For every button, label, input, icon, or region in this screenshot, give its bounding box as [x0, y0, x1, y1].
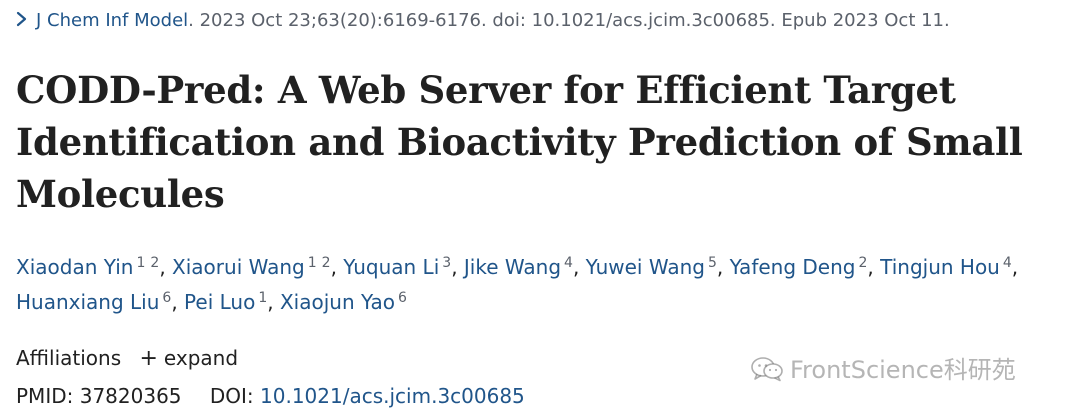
affiliation-ref[interactable]: 2: [150, 255, 160, 271]
author-link[interactable]: Yafeng Deng: [729, 255, 856, 279]
author-link[interactable]: Xiaojun Yao: [279, 290, 395, 314]
watermark: FrontScience科研苑: [750, 352, 1016, 388]
author-entry: Xiaorui Wang 1 2,: [172, 255, 337, 279]
author-affiliation-refs: 4: [1003, 255, 1012, 271]
author-link[interactable]: Pei Luo: [184, 290, 256, 314]
affiliations-label: Affiliations: [16, 346, 122, 370]
chevron-right-icon[interactable]: [16, 9, 28, 27]
author-affiliation-refs: 3: [442, 255, 451, 271]
author-affiliation-refs: 5: [708, 255, 717, 271]
author-affiliation-refs: 2: [858, 255, 867, 271]
pmid-value: 37820365: [79, 384, 182, 408]
author-entry: Yuwei Wang 5,: [585, 255, 724, 279]
author-link[interactable]: Huanxiang Liu: [16, 290, 160, 314]
plus-icon: +: [139, 346, 158, 371]
affiliation-ref[interactable]: 1: [258, 290, 268, 306]
pmid-label: PMID:: [16, 384, 74, 408]
author-affiliation-refs: 4: [564, 255, 573, 271]
author-entry: Xiaojun Yao 6: [280, 290, 407, 314]
citation-line: J Chem Inf Model. 2023 Oct 23;63(20):616…: [16, 8, 950, 34]
affiliation-ref[interactable]: 2: [858, 255, 868, 271]
identifiers-row: PMID: 37820365 DOI: 10.1021/acs.jcim.3c0…: [16, 382, 525, 410]
affiliation-ref[interactable]: 4: [1002, 255, 1012, 271]
wechat-icon: [750, 356, 784, 382]
author-entry: Huanxiang Liu 6,: [16, 290, 178, 314]
author-link[interactable]: Yuquan Li: [343, 255, 440, 279]
author-affiliation-refs: 6: [398, 290, 407, 306]
affiliations-row: Affiliations + expand: [16, 344, 238, 373]
author-entry: Jike Wang 4,: [463, 255, 580, 279]
affiliation-ref[interactable]: 3: [442, 255, 452, 271]
author-list: Xiaodan Yin 1 2, Xiaorui Wang 1 2, Yuquan Li…: [16, 250, 1066, 320]
expand-label: expand: [163, 346, 239, 370]
author-link[interactable]: Xiaorui Wang: [172, 255, 305, 279]
author-entry: Yuquan Li 3,: [343, 255, 458, 279]
author-link[interactable]: Yuwei Wang: [585, 255, 705, 279]
watermark-text: FrontScience科研苑: [790, 356, 1016, 384]
citation-details: . 2023 Oct 23;63(20):6169-6176. doi: 10.…: [188, 10, 950, 31]
author-entry: Tingjun Hou 4,: [880, 255, 1019, 279]
doi-label: DOI:: [209, 384, 254, 408]
affiliation-ref[interactable]: 1: [136, 255, 146, 271]
author-link[interactable]: Tingjun Hou: [880, 255, 1000, 279]
affiliation-ref[interactable]: 1: [307, 255, 317, 271]
affiliation-ref[interactable]: 2: [321, 255, 331, 271]
expand-affiliations-button[interactable]: + expand: [139, 346, 239, 371]
author-link[interactable]: Jike Wang: [463, 255, 562, 279]
journal-link[interactable]: J Chem Inf Model: [36, 10, 189, 31]
author-affiliation-refs: 6: [162, 290, 171, 306]
author-entry: Xiaodan Yin 1 2,: [16, 255, 166, 279]
author-entry: Pei Luo 1,: [184, 290, 274, 314]
affiliation-ref[interactable]: 4: [564, 255, 573, 271]
author-affiliation-refs: 1: [258, 290, 267, 306]
author-link[interactable]: Xiaodan Yin: [16, 255, 134, 279]
author-entry: Yafeng Deng 2,: [729, 255, 874, 279]
affiliation-ref[interactable]: 6: [397, 290, 407, 306]
affiliation-ref[interactable]: 6: [162, 290, 172, 306]
doi-link[interactable]: 10.1021/acs.jcim.3c00685: [260, 384, 525, 408]
affiliation-ref[interactable]: 5: [707, 255, 717, 271]
article-title: CODD-Pred: A Web Server for Efficient Ta…: [16, 68, 1023, 216]
